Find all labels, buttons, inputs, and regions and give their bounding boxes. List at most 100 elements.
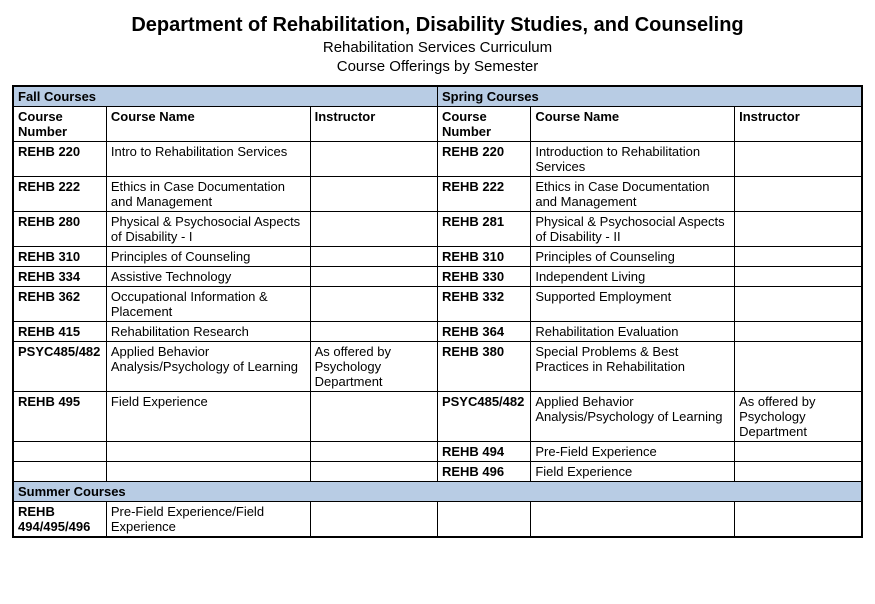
col-num-spring: Course Number (437, 107, 530, 142)
spring-num: REHB 364 (437, 322, 530, 342)
fall-num: REHB 220 (13, 142, 106, 177)
fall-name: Assistive Technology (106, 267, 310, 287)
table-row: REHB 280 Physical & Psychosocial Aspects… (13, 212, 862, 247)
semester-header-row: Fall Courses Spring Courses (13, 86, 862, 107)
spring-name: Pre-Field Experience (531, 442, 735, 462)
fall-inst (310, 442, 437, 462)
spring-inst (735, 462, 862, 482)
spring-num: REHB 380 (437, 342, 530, 392)
column-header-row: Course Number Course Name Instructor Cou… (13, 107, 862, 142)
fall-name: Principles of Counseling (106, 247, 310, 267)
spring-name: Principles of Counseling (531, 247, 735, 267)
fall-inst: As offered by Psychology Department (310, 342, 437, 392)
fall-header: Fall Courses (13, 86, 437, 107)
fall-num: REHB 334 (13, 267, 106, 287)
fall-num: REHB 280 (13, 212, 106, 247)
fall-inst (310, 392, 437, 442)
spring-name: Applied Behavior Analysis/Psychology of … (531, 392, 735, 442)
spring-num: REHB 332 (437, 287, 530, 322)
spring-header: Spring Courses (437, 86, 862, 107)
fall-num: REHB 495 (13, 392, 106, 442)
spring-num: REHB 494 (437, 442, 530, 462)
col-inst-fall: Instructor (310, 107, 437, 142)
spring-name: Special Problems & Best Practices in Reh… (531, 342, 735, 392)
spring-num: REHB 220 (437, 142, 530, 177)
summer-inst (310, 502, 437, 538)
spring-num: REHB 496 (437, 462, 530, 482)
col-name-spring: Course Name (531, 107, 735, 142)
fall-name: Field Experience (106, 392, 310, 442)
table-row: REHB 310 Principles of Counseling REHB 3… (13, 247, 862, 267)
spring-inst: As offered by Psychology Department (735, 392, 862, 442)
dept-title: Department of Rehabilitation, Disability… (12, 14, 863, 37)
fall-inst (310, 462, 437, 482)
spring-num: PSYC485/482 (437, 392, 530, 442)
table-row: REHB 415 Rehabilitation Research REHB 36… (13, 322, 862, 342)
table-row: REHB 220 Intro to Rehabilitation Service… (13, 142, 862, 177)
spring-num: REHB 281 (437, 212, 530, 247)
summer-header: Summer Courses (13, 482, 862, 502)
table-row: REHB 495 Field Experience PSYC485/482 Ap… (13, 392, 862, 442)
fall-num (13, 462, 106, 482)
fall-inst (310, 247, 437, 267)
fall-name: Rehabilitation Research (106, 322, 310, 342)
spring-name: Introduction to Rehabilitation Services (531, 142, 735, 177)
curriculum-subtitle: Rehabilitation Services Curriculum (12, 39, 863, 56)
spring-inst (735, 322, 862, 342)
fall-num: REHB 222 (13, 177, 106, 212)
empty-cell (735, 502, 862, 538)
table-row: PSYC485/482 Applied Behavior Analysis/Ps… (13, 342, 862, 392)
spring-name: Independent Living (531, 267, 735, 287)
spring-name: Physical & Psychosocial Aspects of Disab… (531, 212, 735, 247)
fall-inst (310, 267, 437, 287)
fall-inst (310, 142, 437, 177)
fall-num: REHB 362 (13, 287, 106, 322)
fall-inst (310, 322, 437, 342)
fall-name: Physical & Psychosocial Aspects of Disab… (106, 212, 310, 247)
spring-inst (735, 342, 862, 392)
spring-inst (735, 177, 862, 212)
spring-num: REHB 330 (437, 267, 530, 287)
spring-num: REHB 222 (437, 177, 530, 212)
fall-inst (310, 177, 437, 212)
table-row: REHB 494 Pre-Field Experience (13, 442, 862, 462)
fall-inst (310, 212, 437, 247)
spring-inst (735, 247, 862, 267)
summer-num: REHB 494/495/496 (13, 502, 106, 538)
empty-cell (531, 502, 735, 538)
fall-name: Ethics in Case Documentation and Managem… (106, 177, 310, 212)
fall-inst (310, 287, 437, 322)
fall-name (106, 462, 310, 482)
fall-num: PSYC485/482 (13, 342, 106, 392)
spring-name: Rehabilitation Evaluation (531, 322, 735, 342)
course-table: Fall Courses Spring Courses Course Numbe… (12, 85, 863, 538)
table-row: REHB 494/495/496 Pre-Field Experience/Fi… (13, 502, 862, 538)
fall-name: Intro to Rehabilitation Services (106, 142, 310, 177)
spring-inst (735, 442, 862, 462)
table-row: REHB 496 Field Experience (13, 462, 862, 482)
spring-inst (735, 287, 862, 322)
fall-name: Occupational Information & Placement (106, 287, 310, 322)
fall-name: Applied Behavior Analysis/Psychology of … (106, 342, 310, 392)
col-inst-spring: Instructor (735, 107, 862, 142)
col-name-fall: Course Name (106, 107, 310, 142)
spring-name: Supported Employment (531, 287, 735, 322)
table-row: REHB 334 Assistive Technology REHB 330 I… (13, 267, 862, 287)
fall-num (13, 442, 106, 462)
col-num-fall: Course Number (13, 107, 106, 142)
summer-header-row: Summer Courses (13, 482, 862, 502)
table-row: REHB 222 Ethics in Case Documentation an… (13, 177, 862, 212)
summer-name: Pre-Field Experience/Field Experience (106, 502, 310, 538)
spring-name: Field Experience (531, 462, 735, 482)
fall-num: REHB 310 (13, 247, 106, 267)
title-block: Department of Rehabilitation, Disability… (12, 14, 863, 75)
table-row: REHB 362 Occupational Information & Plac… (13, 287, 862, 322)
spring-name: Ethics in Case Documentation and Managem… (531, 177, 735, 212)
spring-inst (735, 212, 862, 247)
offerings-subtitle: Course Offerings by Semester (12, 58, 863, 75)
empty-cell (437, 502, 530, 538)
spring-inst (735, 142, 862, 177)
fall-num: REHB 415 (13, 322, 106, 342)
spring-num: REHB 310 (437, 247, 530, 267)
spring-inst (735, 267, 862, 287)
